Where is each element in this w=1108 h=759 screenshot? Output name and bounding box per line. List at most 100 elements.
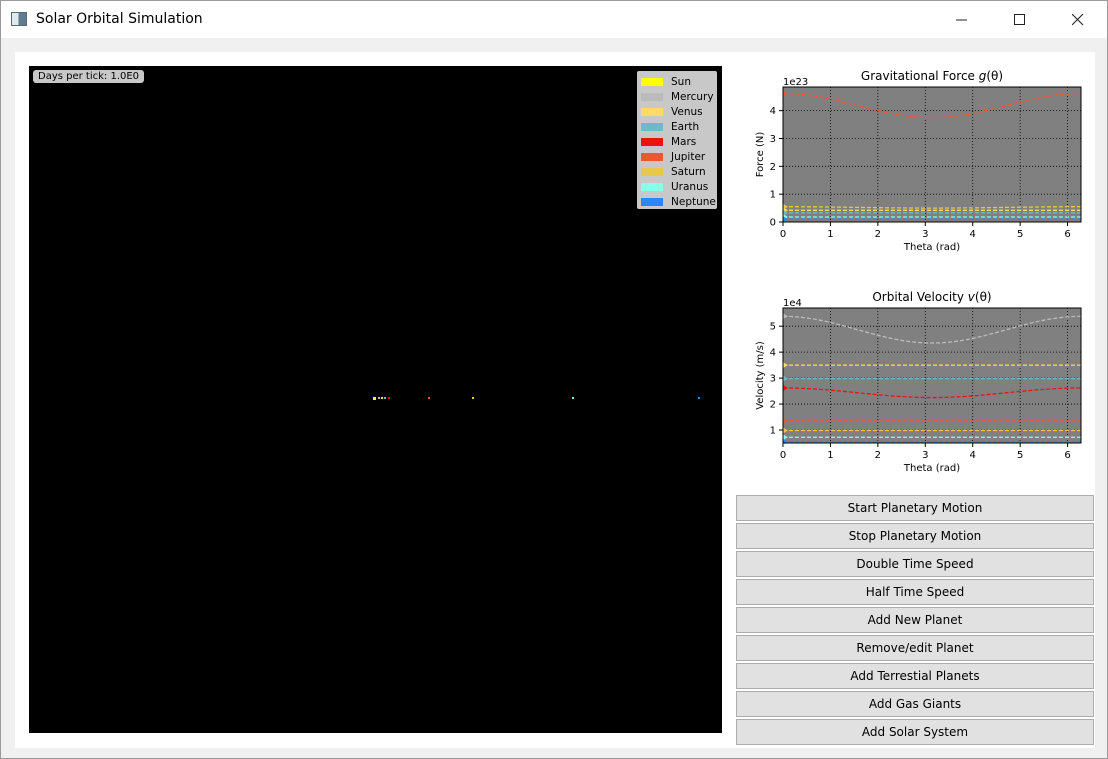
planet-sun[interactable]	[373, 397, 376, 400]
add-terrestial-planets-button[interactable]: Add Terrestial Planets	[736, 663, 1094, 689]
legend-swatch	[641, 122, 663, 131]
legend-swatch	[641, 182, 663, 191]
y-tick-label: 0	[770, 218, 776, 229]
y-tick-label: 3	[770, 134, 776, 145]
legend-item-jupiter: Jupiter	[641, 149, 705, 164]
stop-planetary-motion-button[interactable]: Stop Planetary Motion	[736, 523, 1094, 549]
series-marker-0	[783, 313, 788, 320]
y-tick-label: 2	[770, 400, 776, 411]
remove-edit-planet-button[interactable]: Remove/edit Planet	[736, 635, 1094, 661]
days-per-tick-label: Days per tick: 1.0E0	[33, 70, 145, 83]
y-tick-label: 2	[770, 162, 776, 173]
legend-item-neptune: Neptune	[641, 194, 716, 209]
title-bar: Solar Orbital Simulation	[1, 1, 1107, 38]
x-tick-label: 0	[780, 229, 786, 240]
series-line-0	[782, 315, 1082, 344]
x-tick-label: 1	[827, 229, 833, 240]
legend-item-uranus: Uranus	[641, 179, 708, 194]
y-tick-label: 1	[770, 426, 776, 437]
close-button[interactable]	[1049, 1, 1107, 38]
add-new-planet-button[interactable]: Add New Planet	[736, 607, 1094, 633]
legend-swatch	[641, 107, 663, 116]
velocity-chart: Orbital Velocity v(θ) 1e4 0 1 2 3 4 5 6 1 2 3 4 5 Thet…	[755, 290, 1082, 474]
add-solar-system-button[interactable]: Add Solar System	[736, 719, 1094, 745]
series-marker-2	[783, 375, 788, 382]
double-time-speed-button[interactable]: Double Time Speed	[736, 551, 1094, 577]
legend-swatch	[641, 92, 663, 101]
x-tick-label: 6	[1064, 450, 1070, 461]
x-axis-label: Theta (rad)	[903, 463, 960, 474]
plot-area	[783, 308, 1081, 443]
series-marker-4	[783, 417, 788, 424]
legend-swatch	[641, 77, 663, 86]
series-marker-1	[783, 362, 788, 369]
maximize-button[interactable]	[991, 1, 1049, 38]
start-planetary-motion-button[interactable]: Start Planetary Motion	[736, 495, 1094, 521]
y-tick-label: 5	[770, 322, 776, 333]
x-tick-label: 6	[1064, 229, 1070, 240]
series-marker-5	[783, 427, 788, 434]
legend-label: Mars	[671, 135, 697, 148]
legend-item-venus: Venus	[641, 104, 703, 119]
chart-title-func: v	[968, 290, 976, 304]
y-tick-label: 1	[770, 190, 776, 201]
series-marker-3	[783, 209, 788, 216]
x-tick-label: 5	[1017, 229, 1023, 240]
x-tick-label: 5	[1017, 450, 1023, 461]
legend-label: Uranus	[671, 180, 709, 193]
chart-title: Orbital Velocity v(θ)	[872, 290, 991, 304]
planet-saturn[interactable]	[472, 397, 474, 399]
planet-venus[interactable]	[381, 397, 383, 399]
legend-item-saturn: Saturn	[641, 164, 706, 179]
legend-label: Neptune	[671, 195, 716, 208]
x-tick-label: 4	[970, 450, 976, 461]
minimize-icon	[956, 19, 967, 20]
legend-label: Sun	[671, 75, 691, 88]
plot-frame	[782, 307, 1082, 444]
x-tick-label: 4	[970, 229, 976, 240]
force-chart: Gravitational Force g(θ) 1e23 0 1 2 3 4 5 6 0 1 2 3 4…	[755, 69, 1082, 253]
plot-area	[783, 87, 1081, 222]
half-time-speed-button[interactable]: Half Time Speed	[736, 579, 1094, 605]
series-marker-3	[783, 384, 788, 391]
y-axis-label: Force (N)	[755, 132, 766, 178]
x-tick-label: 3	[922, 229, 928, 240]
planet-earth[interactable]	[384, 397, 386, 399]
planet-neptune[interactable]	[698, 397, 700, 399]
axis-offset-label: 1e23	[783, 77, 808, 88]
legend-label: Mercury	[671, 90, 714, 103]
x-axis-label: Theta (rad)	[903, 242, 960, 253]
legend-swatch	[641, 197, 663, 206]
legend-label: Earth	[671, 120, 700, 133]
maximize-icon	[1014, 13, 1025, 25]
minimize-button[interactable]	[933, 1, 991, 38]
series-marker-0	[783, 90, 788, 97]
legend-item-mercury: Mercury	[641, 89, 714, 104]
planet-legend: Sun Mercury Venus Earth Mars Jupiter Saturn Ura…	[637, 71, 717, 209]
x-tick-label: 1	[827, 450, 833, 461]
planet-jupiter[interactable]	[428, 397, 430, 399]
planet-uranus[interactable]	[572, 397, 574, 399]
y-tick-label: 4	[770, 348, 776, 359]
legend-label: Jupiter	[671, 150, 706, 163]
series-marker-6	[783, 434, 788, 441]
planet-mars[interactable]	[388, 397, 390, 399]
add-gas-giants-button[interactable]: Add Gas Giants	[736, 691, 1094, 717]
planet-mercury[interactable]	[378, 397, 380, 399]
chart-title: Gravitational Force g(θ)	[861, 69, 1003, 83]
legend-swatch	[641, 152, 663, 161]
series-line-3	[783, 387, 1081, 399]
legend-item-mars: Mars	[641, 134, 696, 149]
y-axis-label: Velocity (m/s)	[755, 341, 766, 410]
chart-title-text: Orbital Velocity	[872, 290, 967, 304]
series-marker-5	[783, 216, 788, 223]
legend-swatch	[641, 167, 663, 176]
x-tick-label: 2	[875, 229, 881, 240]
legend-label: Saturn	[671, 165, 706, 178]
simulation-canvas[interactable]: Days per tick: 1.0E0 Sun Mercury Venus Eart…	[29, 66, 722, 733]
chart-title-text: Gravitational Force	[861, 69, 979, 83]
window-title: Solar Orbital Simulation	[36, 11, 203, 27]
y-tick-label: 4	[770, 106, 776, 117]
x-tick-label: 3	[922, 450, 928, 461]
